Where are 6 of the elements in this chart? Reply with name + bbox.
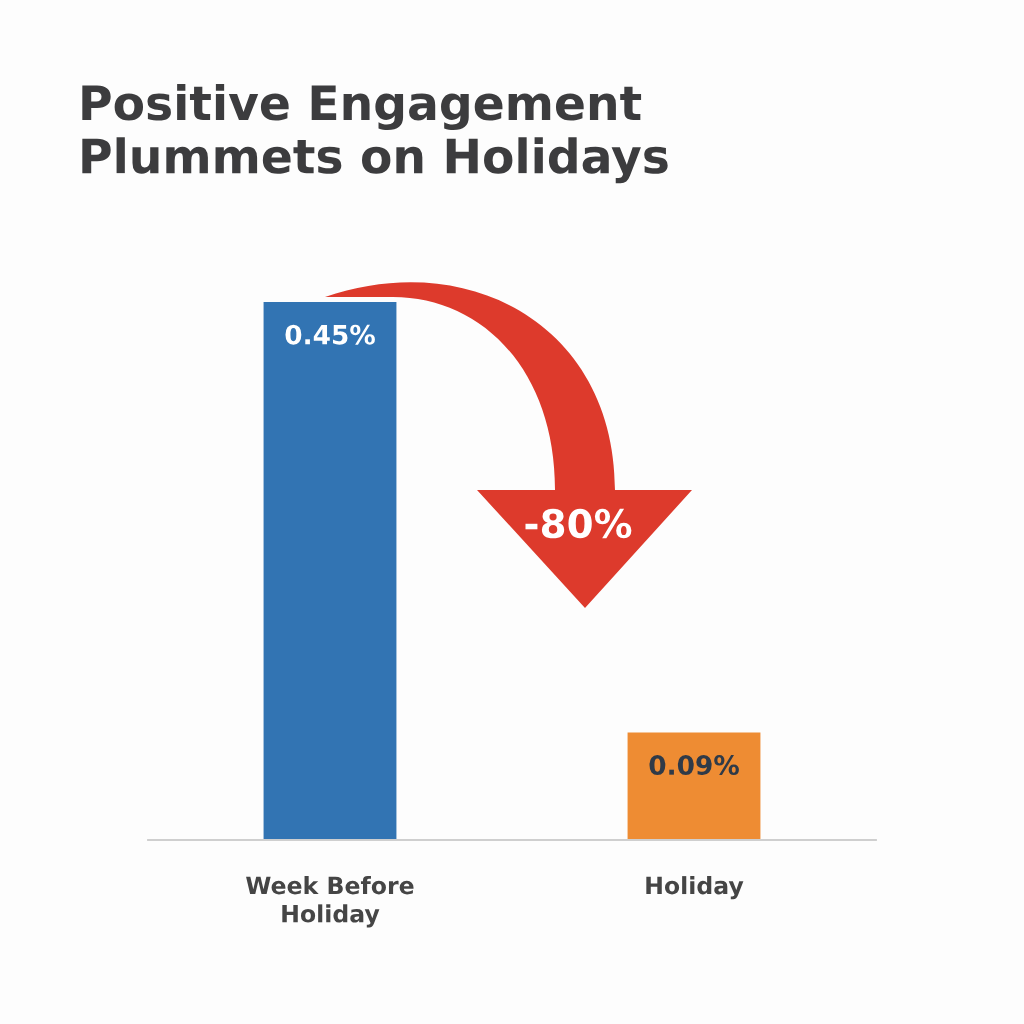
annotation: -80% <box>525 508 632 539</box>
x-tick-label: Week Before Holiday <box>246 876 414 928</box>
data-label: 0.45% <box>285 324 375 345</box>
data-label: 0.09% <box>649 755 739 776</box>
chart-title: Positive Engagement Plummets on Holidays <box>82 84 668 184</box>
x-tick-label: Holiday <box>646 876 744 900</box>
